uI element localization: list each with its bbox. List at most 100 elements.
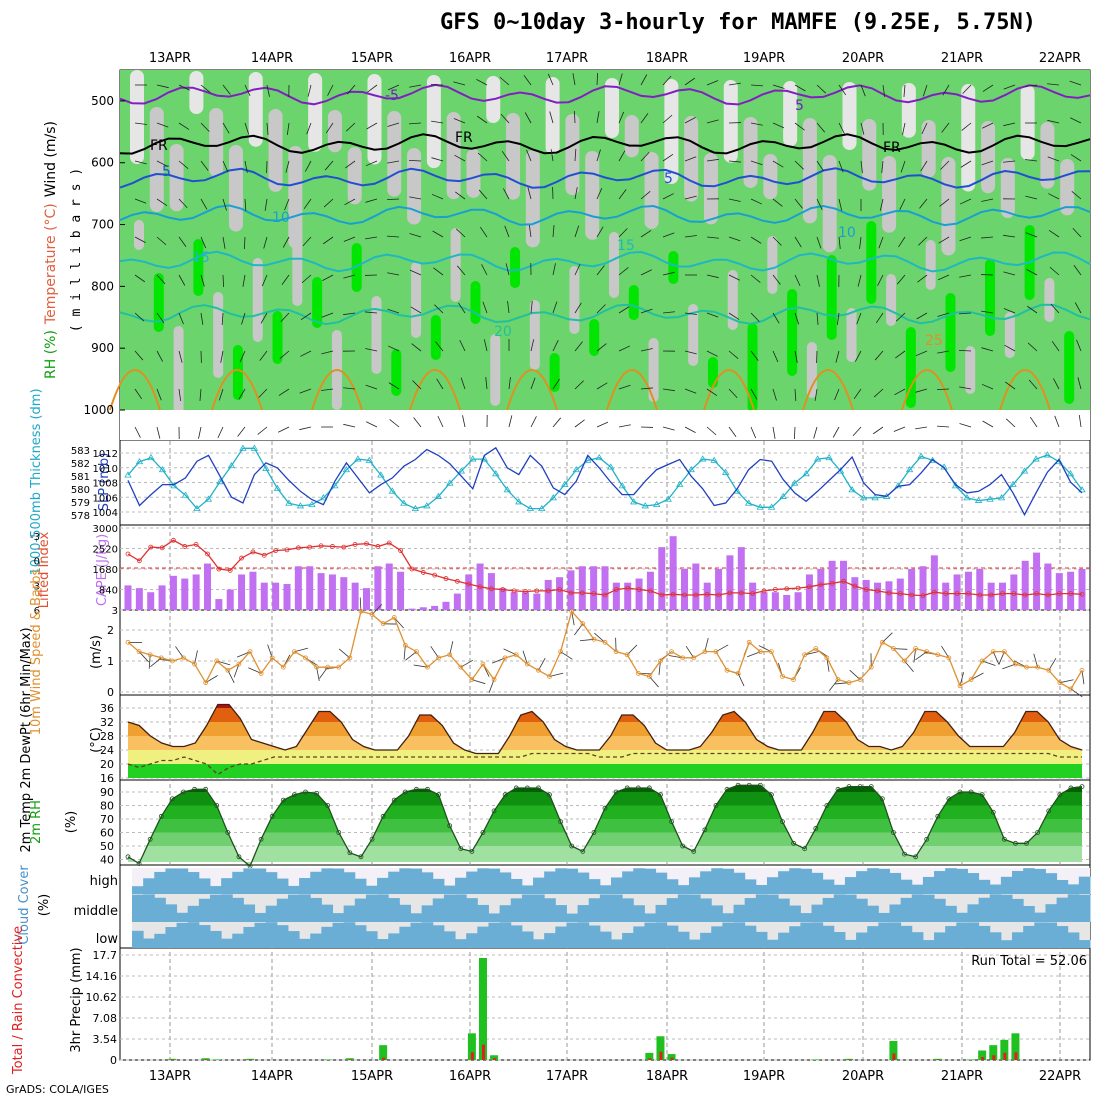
wind-barb [728, 274, 740, 281]
wind-barb [596, 72, 599, 86]
rh-tick: 80 [100, 800, 114, 813]
cloud-bar [577, 872, 590, 894]
bottom-date-label: 22APR [1039, 1069, 1081, 1084]
wind-barb [365, 311, 378, 314]
li-line-point [557, 587, 562, 592]
rh-line-point [547, 792, 552, 798]
upper-ylabel: RH (%) Temperature (°C) Wind (m/s) [43, 121, 59, 379]
wind-barb [640, 308, 653, 314]
cloud-bar [978, 879, 991, 894]
wind-speed-line-point [691, 655, 697, 661]
wind-barb [221, 312, 224, 325]
wind-barb [476, 79, 488, 86]
wind-barb [552, 301, 558, 314]
isotherm-25-dome [901, 369, 953, 411]
slp-tick: 1010 [93, 464, 118, 475]
rh-line-point [347, 850, 353, 856]
cloud-bar [945, 926, 957, 948]
thickness-line-point [825, 453, 833, 461]
rh-dry-patch [644, 152, 659, 229]
wind-barb [772, 236, 782, 246]
isotherm-label: 5 [795, 98, 804, 114]
thickness-line-point [273, 484, 282, 491]
cloud-bar [232, 933, 244, 948]
wind-barb [436, 378, 444, 390]
precip-conv-bar [470, 1052, 474, 1060]
li-line-point [171, 537, 176, 543]
wind-barb [838, 122, 845, 134]
li-line-point [807, 584, 812, 590]
wind-barb [750, 312, 760, 322]
precip-conv-bar [848, 1059, 852, 1060]
cloud-bar [1078, 894, 1091, 922]
wind-barb [640, 74, 648, 86]
cloud-bar [922, 940, 935, 948]
wind-barb [919, 198, 928, 209]
rh-line-point [957, 789, 963, 795]
cape-bar [862, 579, 870, 610]
rh-moist-patch [490, 334, 501, 406]
wind-barb [244, 84, 251, 97]
wind-barb [920, 160, 928, 172]
cloud-bar [778, 932, 790, 948]
wind-barb [706, 236, 719, 239]
cloud-bar [254, 868, 267, 894]
upper-ylabel-part: RH (%) [43, 330, 59, 379]
li-line-point [534, 588, 540, 594]
cloud-bar [856, 871, 868, 894]
cloud-bar [232, 897, 244, 922]
wind-barb [794, 122, 805, 131]
cloud-bar [399, 868, 411, 894]
cape-bar [453, 593, 461, 610]
bottom-date-label: 19APR [743, 1069, 785, 1084]
wind-barb [527, 187, 532, 200]
bottom-date-label: 21APR [941, 1069, 983, 1084]
li-line-point [261, 552, 267, 558]
li-line-point [136, 558, 142, 564]
cloud-bar [744, 925, 757, 948]
rh-line-point [835, 786, 841, 792]
cloud-bar [310, 933, 322, 948]
wind-barb [618, 267, 629, 276]
wind-speed-line-point [802, 652, 808, 658]
cloud-bar [722, 922, 735, 948]
cloud-bar [588, 879, 601, 894]
wind-speed-line-point [225, 667, 231, 673]
wind-barb [750, 160, 763, 166]
cloud-bar [766, 877, 779, 894]
wind-speed-line-point [835, 677, 841, 682]
wind-barb [178, 350, 183, 363]
wind-barb [134, 388, 143, 400]
wind-barb [706, 426, 717, 436]
wind-speed-line-point [391, 615, 397, 620]
li-line-point [341, 544, 347, 550]
rh-dry-patch [347, 147, 362, 205]
cloud-bar [1078, 940, 1091, 948]
cloud-bar [611, 939, 623, 948]
rh-moist-patch [371, 296, 382, 374]
wind-barb [200, 198, 208, 210]
wind-barb [728, 198, 741, 202]
wind-barb [981, 198, 994, 202]
cloud-bar [911, 894, 924, 922]
precip-conv-bar [204, 1059, 208, 1060]
rh-line-point [635, 785, 641, 791]
rh-moist-patch [193, 239, 204, 296]
wind-barb [917, 274, 928, 283]
cape-bar [522, 592, 529, 610]
cape-bar [317, 573, 325, 610]
temp-tick: 28 [100, 730, 114, 743]
cloud-bar [310, 897, 322, 922]
wind-speed-line-point [303, 655, 308, 661]
precip-conv-bar [382, 1057, 386, 1060]
rh-line-point [169, 796, 175, 802]
cloud-bar [265, 872, 278, 894]
wind-speed-line-point [558, 649, 564, 655]
cloud-bar [477, 904, 489, 922]
thickness-line-point [767, 503, 776, 510]
wind-barb [772, 426, 776, 439]
wind-barb [199, 388, 202, 401]
cloud-bar [956, 912, 968, 922]
cape-bar [715, 569, 723, 610]
cloud-bar [377, 938, 389, 948]
